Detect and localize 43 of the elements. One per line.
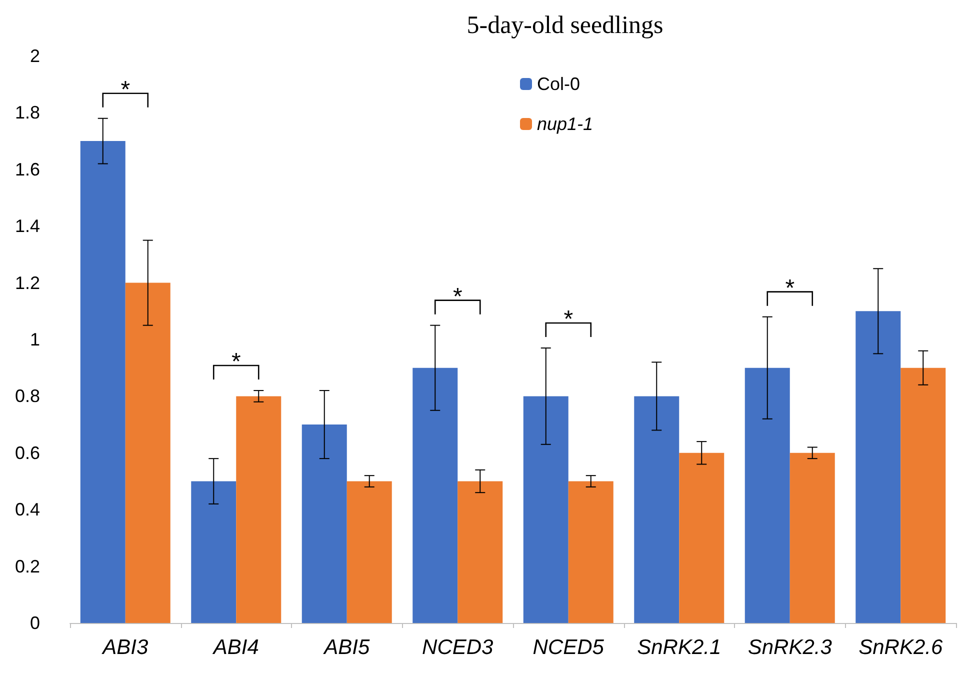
bar (568, 481, 614, 623)
bar (523, 396, 568, 623)
y-tick-label: 0.6 (14, 442, 40, 463)
x-tick-label: NCED3 (422, 636, 494, 659)
bar (80, 141, 126, 623)
bar (412, 368, 458, 623)
bar (744, 368, 790, 623)
bar (236, 396, 282, 623)
x-tick-label: NCED5 (532, 636, 604, 659)
legend-label: Col-0 (537, 74, 580, 94)
bar (634, 396, 680, 623)
annotation: * (452, 283, 462, 310)
y-tick-label: 1.8 (14, 102, 40, 123)
y-tick-label: 1.4 (14, 216, 40, 236)
bar (458, 481, 503, 623)
x-tick-label: SnRK2.6 (858, 636, 943, 659)
annotation: * (564, 306, 574, 334)
y-tick-label: 2 (30, 46, 40, 66)
bar (900, 368, 946, 623)
annotation: * (120, 76, 130, 104)
bar (679, 452, 724, 623)
x-tick-label: ABI5 (322, 636, 370, 659)
y-tick-label: 1 (30, 330, 40, 350)
x-tick-label: SnRK2.3 (748, 636, 832, 659)
bar (346, 481, 392, 623)
x-tick-label: ABI3 (100, 636, 148, 659)
bar (191, 481, 236, 623)
x-tick-label: ABI4 (211, 636, 259, 659)
legend-label: nup1-1 (537, 114, 594, 134)
y-tick-label: 0.4 (14, 500, 40, 520)
y-tick-label: 1.2 (14, 272, 40, 293)
annotation: * (231, 348, 241, 376)
x-tick-label: SnRK2.1 (637, 636, 722, 659)
y-tick-label: 0.2 (14, 556, 40, 576)
bar (856, 311, 901, 623)
bar (302, 424, 347, 623)
bar (790, 452, 835, 623)
y-tick-label: 0 (30, 613, 40, 633)
y-tick-label: 0.8 (14, 386, 40, 406)
bar (125, 282, 170, 623)
annotation: * (785, 274, 795, 302)
chart-title: 5-day-old seedlings (466, 12, 664, 39)
y-tick-label: 1.6 (14, 159, 40, 180)
